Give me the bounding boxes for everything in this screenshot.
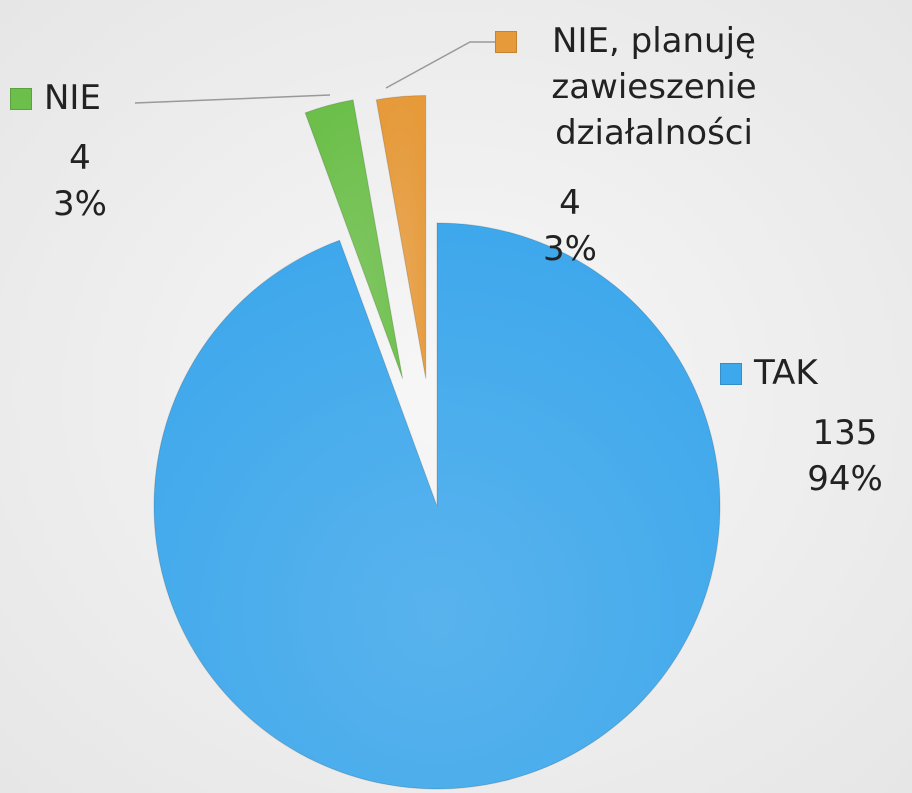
value-group: 4 3% [345,180,795,272]
legend-swatch [10,88,32,110]
percent-label: 3% [53,184,107,224]
legend-swatch [495,31,517,53]
data-label: TAK 135 94% [720,350,910,502]
legend-entry: NIE, planuję zawieszenie działalności [495,18,795,156]
value-label: 4 [559,183,581,223]
pie-slice [304,99,404,379]
legend-swatch [720,363,742,385]
value-label: 4 [69,138,91,178]
leader-line [134,94,331,104]
category-label: NIE [44,78,101,118]
category-label: TAK [754,353,818,393]
legend-entry: TAK [720,350,910,396]
leader-line [385,41,495,89]
pie-slice [153,222,721,790]
data-label: NIE, planuję zawieszenie działalności 4 3% [495,18,795,272]
value-group: 135 94% [780,410,910,502]
legend-entry: NIE [10,75,150,121]
data-label: NIE 4 3% [10,75,150,227]
percent-label: 3% [543,229,597,269]
value-group: 4 3% [10,135,150,227]
pie-slice [375,94,427,379]
value-label: 135 [812,413,878,453]
percent-label: 94% [807,459,883,499]
category-label: NIE, planuję zawieszenie działalności [551,21,757,153]
